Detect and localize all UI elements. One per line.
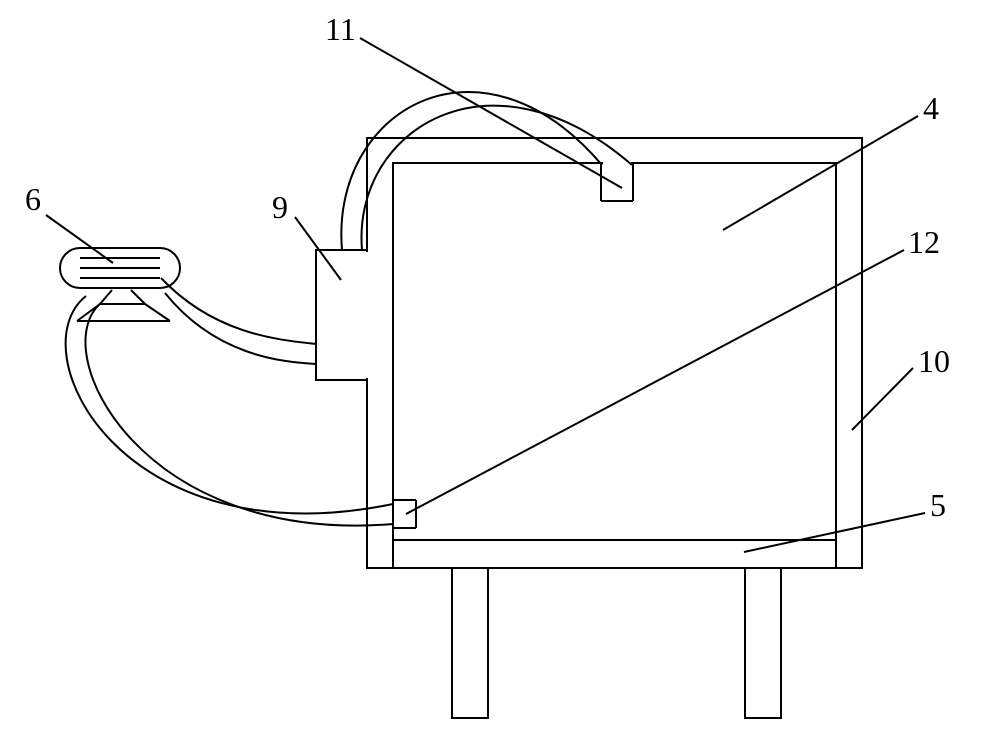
leader-4	[723, 116, 918, 230]
label-11: 11	[325, 11, 356, 47]
leader-12	[406, 250, 904, 514]
diagram-svg: 11 4 6 9 12 10 5	[0, 0, 1000, 739]
label-12: 12	[908, 224, 940, 260]
pump-box	[316, 250, 367, 380]
inner-lower-box	[393, 540, 836, 568]
inlet-tab	[601, 163, 633, 201]
label-10: 10	[918, 343, 950, 379]
motor	[60, 248, 180, 321]
leg-left	[452, 568, 488, 718]
upper-hose	[341, 92, 632, 250]
label-9: 9	[272, 189, 288, 225]
label-5: 5	[930, 487, 946, 523]
outlet-tab	[393, 500, 416, 528]
label-6: 6	[25, 181, 41, 217]
label-4: 4	[923, 90, 939, 126]
leader-9	[295, 217, 341, 280]
leg-right	[745, 568, 781, 718]
motor-pump-hose	[161, 278, 316, 364]
leader-5	[744, 513, 925, 552]
main-box	[367, 138, 862, 568]
leader-6	[46, 215, 113, 263]
inner-upper-box	[393, 163, 836, 540]
lower-hose	[66, 296, 393, 526]
